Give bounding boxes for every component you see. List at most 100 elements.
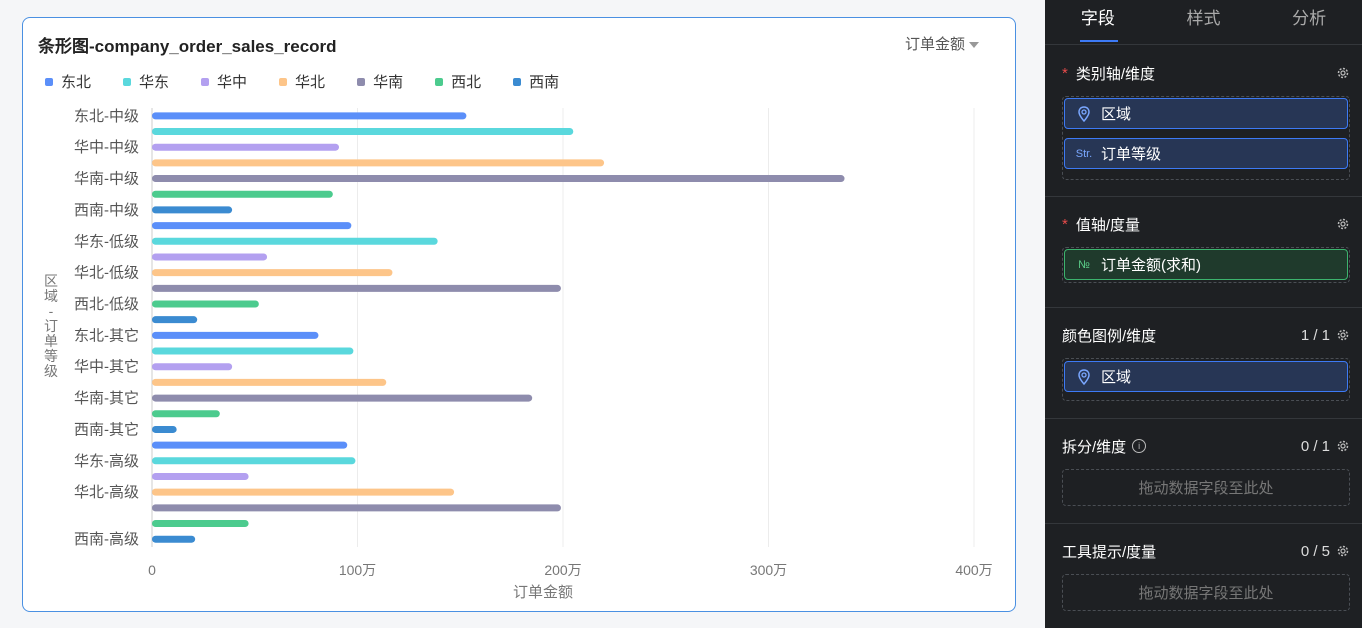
chart-legend: 东北 华东 华中 华北 华南 西北 西南 [45, 71, 591, 92]
field-pill-order-amount[interactable]: № 订单金额(求和) [1064, 249, 1348, 280]
legend-item[interactable]: 西北 [435, 71, 481, 92]
legend-item[interactable]: 华东 [123, 71, 169, 92]
field-panel: 字段 样式 分析 * 类别轴/维度 区域 Str. 订单等级 * 值轴/度量 [1045, 0, 1362, 628]
bar [152, 128, 574, 136]
panel-tabs: 字段 样式 分析 [1045, 0, 1362, 45]
x-tick-label: 300万 [750, 562, 787, 578]
string-type-icon: Str. [1075, 147, 1093, 160]
legend-item[interactable]: 西南 [513, 71, 559, 92]
bar [152, 190, 333, 198]
location-icon [1078, 105, 1090, 122]
y-tick-label: 西北-低级 [74, 296, 139, 313]
dropzone-placeholder: 拖动数据字段至此处 [1138, 585, 1274, 602]
legend-item[interactable]: 华南 [357, 71, 403, 92]
bar [152, 316, 198, 324]
tab-analysis[interactable]: 分析 [1292, 9, 1327, 28]
bar [152, 175, 845, 183]
value-axis-dropzone[interactable]: № 订单金额(求和) [1062, 247, 1350, 283]
legend-label: 华中 [217, 74, 248, 91]
bar [152, 206, 233, 214]
legend-label: 西北 [451, 74, 482, 91]
bar [152, 488, 455, 496]
bar [152, 331, 319, 339]
field-pill-order-level[interactable]: Str. 订单等级 [1064, 138, 1348, 169]
bar [152, 535, 196, 543]
legend-label: 东北 [61, 74, 92, 91]
tab-fields[interactable]: 字段 [1080, 9, 1115, 28]
bar [152, 143, 340, 151]
y-tick-label: 东北-其它 [74, 326, 139, 344]
metric-select[interactable]: 订单金额 [905, 33, 979, 54]
gear-icon[interactable] [1336, 544, 1350, 558]
color-legend-count: 1 / 1 [1300, 326, 1330, 344]
bar [152, 284, 561, 292]
color-legend-label: 颜色图例/维度 [1062, 327, 1157, 345]
color-legend-section: 颜色图例/维度 1 / 1 区域 [1045, 323, 1362, 419]
gear-icon[interactable] [1336, 328, 1350, 342]
metric-select-label: 订单金额 [904, 36, 965, 53]
chart-title: 条形图-company_order_sales_record [38, 37, 337, 56]
legend-label: 西南 [529, 74, 560, 91]
info-icon[interactable]: i [1132, 439, 1147, 453]
x-tick-label: 100万 [339, 562, 376, 578]
y-tick-label: 华中-中级 [74, 139, 139, 156]
number-type-icon: № [1078, 258, 1090, 271]
tab-style[interactable]: 样式 [1186, 9, 1221, 28]
legend-swatch [357, 77, 366, 86]
legend-swatch [45, 77, 53, 86]
y-tick-label: 华中-其它 [74, 358, 139, 376]
bar [152, 237, 438, 245]
caret-down-icon [969, 42, 979, 49]
gear-icon[interactable] [1336, 439, 1350, 453]
bar [152, 253, 268, 261]
bar [152, 300, 259, 308]
legend-label: 华南 [373, 74, 404, 91]
y-tick-label: 西南-其它 [74, 420, 139, 438]
bar [152, 520, 249, 528]
split-count: 0 / 1 [1300, 437, 1330, 455]
legend-item[interactable]: 华中 [201, 71, 247, 92]
chart-card: 条形图-company_order_sales_record 订单金额 东北 华东… [22, 17, 1016, 612]
required-mark: * [1062, 64, 1068, 82]
gear-icon[interactable] [1336, 217, 1350, 231]
split-dropzone[interactable]: 拖动数据字段至此处 [1062, 469, 1350, 506]
field-pill-label: 区域 [1101, 106, 1132, 123]
tooltip-section: 工具提示/度量 0 / 5 拖动数据字段至此处 [1045, 539, 1362, 628]
category-axis-dropzone[interactable]: 区域 Str. 订单等级 [1062, 96, 1350, 180]
bar-chart: 0 100万 200万 300万 400万 东北-中级华中-中级华南-中级西南-中级华东-… [44, 108, 993, 601]
value-axis-section: * 值轴/度量 № 订单金额(求和) [1045, 212, 1362, 308]
gear-icon[interactable] [1336, 66, 1350, 80]
bar [152, 269, 393, 277]
y-tick-label: 西南-高级 [74, 531, 139, 548]
bar [152, 222, 352, 230]
field-pill-region[interactable]: 区域 [1064, 98, 1348, 129]
dropzone-placeholder: 拖动数据字段至此处 [1138, 480, 1274, 497]
legend-swatch [201, 77, 210, 86]
legend-item[interactable]: 华北 [279, 71, 325, 92]
y-axis-title: 区域-订单等级 [44, 273, 58, 379]
legend-swatch [279, 77, 288, 86]
legend-label: 华北 [295, 74, 326, 91]
category-axis-section: * 类别轴/维度 区域 Str. 订单等级 [1045, 61, 1362, 197]
y-tick-label: 西南-中级 [74, 202, 139, 219]
category-axis-label: 类别轴/维度 [1075, 65, 1156, 83]
bar [152, 347, 354, 355]
bar [152, 159, 605, 167]
legend-label: 华东 [139, 74, 170, 91]
field-pill-region[interactable]: 区域 [1064, 361, 1348, 392]
split-section: 拆分/维度 i 0 / 1 拖动数据字段至此处 [1045, 434, 1362, 524]
color-legend-dropzone[interactable]: 区域 [1062, 358, 1350, 401]
bar [152, 504, 561, 512]
field-pill-label: 订单等级 [1101, 146, 1162, 163]
y-tick-label: 华南-其它 [74, 389, 139, 407]
legend-swatch [123, 77, 132, 86]
bar [152, 472, 249, 480]
legend-swatch [513, 77, 522, 86]
legend-item[interactable]: 东北 [45, 71, 91, 92]
tooltip-count: 0 / 5 [1300, 542, 1330, 560]
tooltip-dropzone[interactable]: 拖动数据字段至此处 [1062, 574, 1350, 611]
bar [152, 410, 220, 418]
bar [152, 363, 233, 371]
bar [152, 441, 348, 449]
split-label: 拆分/维度 [1062, 438, 1127, 456]
